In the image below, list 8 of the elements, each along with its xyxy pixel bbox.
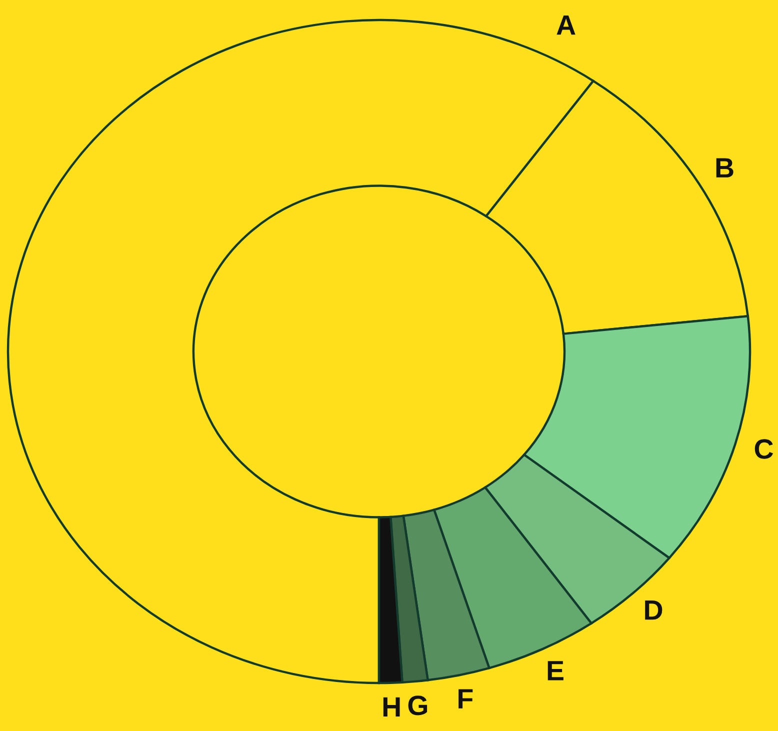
slice-label: H [383,697,400,717]
slice-label: F [458,689,473,708]
slice-label: C [754,439,774,459]
slice-label: B [716,158,734,178]
slice-label: E [548,661,564,680]
slice-label: A [556,15,576,35]
slice-label: G [408,696,428,716]
slice-label: D [645,600,662,620]
